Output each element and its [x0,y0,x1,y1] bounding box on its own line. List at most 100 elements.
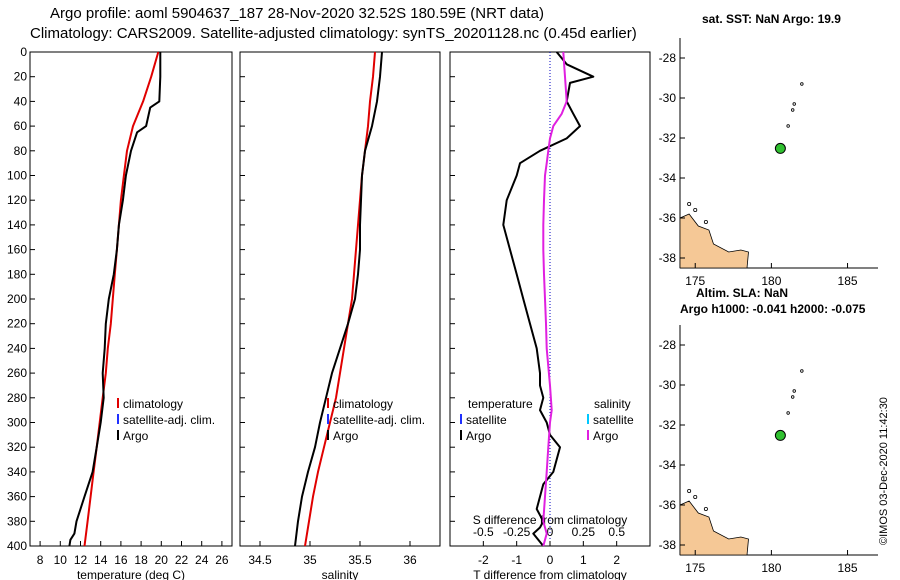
sla-map-lat-label: -34 [659,458,677,472]
depth-tick-label: 380 [7,514,27,528]
depth-tick-label: 280 [7,391,27,405]
sst-map-lat-label: -38 [659,251,677,265]
tdiff-axis-tick-label: 1 [580,553,587,567]
salinity-axis-tick-label: 35 [303,553,317,567]
tdiff-legend-satellite-label: satellite [466,413,507,427]
sst-map-lon-label: 175 [685,274,705,288]
sdiff-tick-label: 0.25 [572,525,596,539]
depth-tick-label: 360 [7,490,27,504]
sal-legend-argo-label: Argo [333,429,359,443]
depth-tick-label: 80 [14,144,28,158]
tdiff-axis-tick-label: -2 [478,553,489,567]
temperature-axis-tick-label: 26 [215,553,229,567]
sla-map-float-marker [774,429,786,441]
sst-map-lat-label: -36 [659,211,677,225]
depth-tick-label: 40 [14,94,28,108]
salinity-axis-tick-label: 36 [403,553,417,567]
temperature-axis-tick-label: 20 [155,553,169,567]
sst-map-island [791,108,795,112]
salinity-axis-tick-label: 35.5 [348,553,372,567]
sdiff-tick-label: 0.5 [608,525,625,539]
sla-map-lat-label: -32 [659,418,677,432]
sst-map-lat-label: -34 [659,171,677,185]
depth-tick-label: 100 [7,169,27,183]
sla-map-lat-label: -30 [659,378,677,392]
sal-legend-satellite-label: satellite-adj. clim. [333,413,425,427]
sst-map-island [786,124,790,128]
sla-map-lat-label: -36 [659,498,677,512]
salinity-series-climatology [304,51,376,547]
depth-tick-label: 120 [7,193,27,207]
depth-tick-label: 160 [7,243,27,257]
depth-tick-label: 240 [7,341,27,355]
depth-tick-label: 220 [7,317,27,331]
sdiff-legend-satellite-label: satellite [593,413,634,427]
sdiff-legend-argo-label: Argo [593,429,619,443]
sdiff-tick-label: -0.5 [473,525,494,539]
depth-tick-label: 200 [7,292,27,306]
sst-map-island [792,102,796,106]
sla-readout: Altim. SLA: NaN [696,286,789,300]
temp-legend-argo-label: Argo [123,429,149,443]
sla-map-island [791,395,795,399]
depth-tick-label: 320 [7,440,27,454]
sla-map-lat-label: -38 [659,538,677,552]
sla-map-lon-label: 180 [761,561,781,575]
sst-map-island [800,82,804,86]
tdiff-legend-argo-label: Argo [466,429,492,443]
tdiff-legend-title: temperature [468,397,533,411]
depth-tick-label: 60 [14,119,28,133]
depth-tick-label: 20 [14,70,28,84]
salinity-axis-tick-label: 34.5 [248,553,272,567]
sla-map-lat-label: -28 [659,338,677,352]
tdiff-axis-tick-label: 0 [547,553,554,567]
depth-tick-label: 300 [7,416,27,430]
sla-map-lon-label: 185 [838,561,858,575]
sla-map-coast-island [693,494,698,499]
temperature-axis-label: temperature (deg C) [77,568,185,580]
depth-tick-label: 140 [7,218,27,232]
height-readout: Argo h1000: -0.041 h2000: -0.075 [680,302,866,316]
temperature-plot-frame [29,51,233,547]
sla-map-coast-island [703,506,708,511]
profile-title: Argo profile: aoml 5904637_187 28-Nov-20… [50,5,544,22]
temp-legend-climatology-label: climatology [123,397,183,411]
sst-map-coast-island [693,207,698,212]
salinity-plot-frame [239,51,441,547]
sst-map-lat-label: -32 [659,131,677,145]
sla-map-lon-label: 175 [685,561,705,575]
sla-map-island [800,369,804,373]
sal-legend-climatology-label: climatology [333,397,393,411]
temperature-axis-tick-label: 18 [134,553,148,567]
sdiff-legend-title: salinity [594,397,631,411]
tdiff-argo-line [502,51,595,547]
temp-legend-satellite-label: satellite-adj. clim. [123,413,215,427]
sst-map-coast-island [703,219,708,224]
sdiff-tick-label: -0.25 [503,525,531,539]
temperature-axis-tick-label: 8 [37,553,44,567]
sst-map-lon-label: 180 [761,274,781,288]
sst-map-land [679,213,749,269]
tdiff-axis-tick-label: -1 [511,553,522,567]
salinity-series-argo [294,51,383,547]
sla-map-island [792,389,796,393]
depth-tick-label: 180 [7,267,27,281]
sla-map-island [786,411,790,415]
sst-map-coast-island [687,201,692,206]
temperature-axis-tick-label: 24 [195,553,209,567]
climatology-title: Climatology: CARS2009. Satellite-adjuste… [30,25,637,42]
sla-map-land [679,500,749,556]
temperature-series-argo [68,52,162,547]
sdiff-argo-line [542,51,568,547]
tdiff-axis-label: T difference from climatology [473,568,627,580]
sdiff-tick-label: 0 [547,525,554,539]
sst-readout: sat. SST: NaN Argo: 19.9 [702,12,841,26]
depth-tick-label: 340 [7,465,27,479]
sst-map-lon-label: 185 [838,274,858,288]
temperature-axis-tick-label: 16 [114,553,128,567]
sla-map-coast-island [687,488,692,493]
salinity-axis-label: salinity [322,568,359,580]
depth-tick-label: 260 [7,366,27,380]
sst-map-lat-label: -28 [659,51,677,65]
